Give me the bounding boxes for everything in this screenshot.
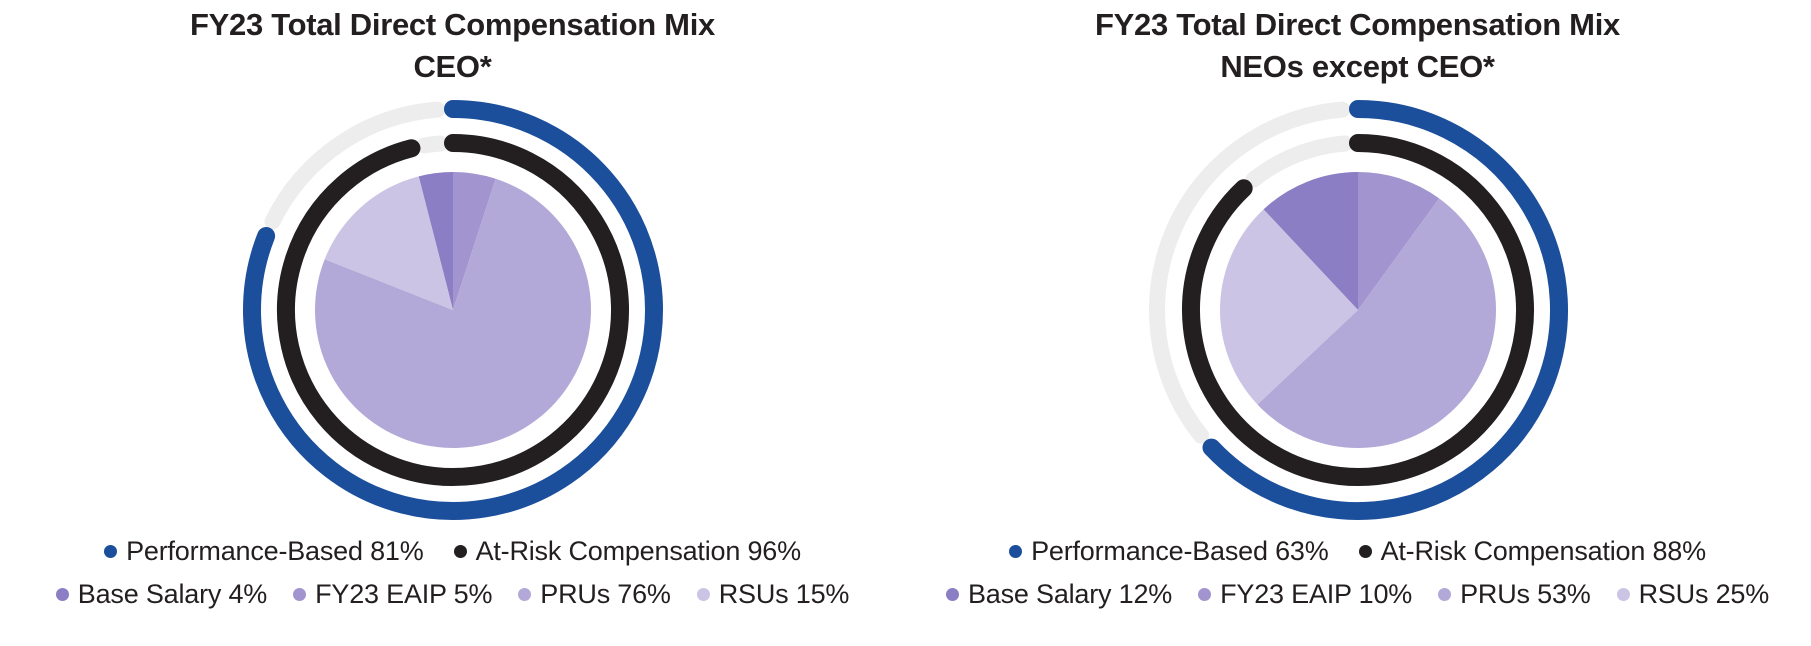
legend-item-performance-based: Performance-Based 63% [1009,534,1329,568]
ring-track-performance-based [1148,101,1350,444]
prus-label: PRUs 76% [540,579,671,609]
prus-dot [1438,587,1452,601]
neo-chart-panel: FY23 Total Direct Compensation Mix NEOs … [905,0,1810,646]
legend-item-at-risk: At-Risk Compensation 88% [1358,534,1707,568]
legend-item-rsus: RSUs 15% [696,577,850,611]
pie-slice-base-salary [418,172,453,310]
neo-donut-chart [1148,100,1568,520]
ceo-donut-chart [242,100,663,520]
performance-based-label: Performance-Based 81% [126,536,424,566]
ceo-chart-title-line2: CEO* [413,49,492,84]
fy23-eaip-label: FY23 EAIP 5% [315,579,493,609]
ring-arc-performance-based [242,100,663,520]
pie-slice-base-salary [1263,172,1358,310]
legend-item-rsus: RSUs 25% [1616,577,1770,611]
base-salary-label: Base Salary 12% [967,579,1173,609]
performance-based-dot [1009,544,1023,558]
neo-chart-title-line1: FY23 Total Direct Compensation Mix [1095,7,1620,42]
ring-track-at-risk-compensation [415,135,448,154]
legend-item-fy23-eaip: FY23 EAIP 10% [1198,577,1412,611]
ceo-chart-panel: FY23 Total Direct Compensation Mix CEO* … [0,0,905,646]
legend-item-at-risk: At-Risk Compensation 96% [453,534,802,568]
pie-slice-rsus [1219,209,1358,405]
neo-chart-title: FY23 Total Direct Compensation Mix NEOs … [1095,4,1620,88]
ring-arc-at-risk-compensation [276,134,629,486]
pie-slice-prus [314,178,591,448]
ring-arc-at-risk-compensation [1181,134,1534,486]
base-salary-label: Base Salary 4% [77,579,268,609]
at-risk-dot [453,544,467,558]
legend-item-prus: PRUs 76% [518,577,671,611]
base-salary-dot [945,587,959,601]
pie-slice-rsus [324,176,453,310]
ceo-slice-legend: Base Salary 4% FY23 EAIP 5% PRUs 76% RSU… [55,577,850,611]
neo-ring-legend: Performance-Based 63% At-Risk Compensati… [1009,534,1706,568]
pie-slice-fy23-eaip [1357,172,1439,310]
at-risk-label: At-Risk Compensation 96% [475,536,802,566]
legend-item-base-salary: Base Salary 12% [945,577,1173,611]
neo-donut-wrap [1146,98,1570,522]
at-risk-label: At-Risk Compensation 88% [1380,536,1707,566]
performance-based-dot [104,544,118,558]
pie-slice-fy23-eaip [452,172,496,310]
legend-item-performance-based: Performance-Based 81% [104,534,424,568]
rsus-dot [1616,587,1630,601]
fy23-eaip-dot [293,587,307,601]
prus-label: PRUs 53% [1460,579,1591,609]
ring-track-performance-based [264,101,445,230]
performance-based-label: Performance-Based 63% [1031,536,1329,566]
legend-item-fy23-eaip: FY23 EAIP 5% [293,577,492,611]
rsus-dot [696,587,710,601]
prus-dot [518,587,532,601]
neo-chart-title-line2: NEOs except CEO* [1220,49,1495,84]
ceo-chart-title-line1: FY23 Total Direct Compensation Mix [190,7,715,42]
legend-item-prus: PRUs 53% [1438,577,1591,611]
legend-item-base-salary: Base Salary 4% [55,577,268,611]
base-salary-dot [55,587,69,601]
neo-slice-legend: Base Salary 12% FY23 EAIP 10% PRUs 53% R… [945,577,1770,611]
ring-track-at-risk-compensation [1245,135,1353,188]
rsus-label: RSUs 25% [1638,579,1770,609]
ceo-donut-wrap [241,98,665,522]
pie-slice-prus [1256,198,1496,449]
fy23-eaip-dot [1198,587,1212,601]
ceo-ring-legend: Performance-Based 81% At-Risk Compensati… [104,534,801,568]
ceo-chart-title: FY23 Total Direct Compensation Mix CEO* [190,4,715,88]
fy23-eaip-label: FY23 EAIP 10% [1220,579,1413,609]
rsus-label: RSUs 15% [718,579,850,609]
at-risk-dot [1358,544,1372,558]
ring-arc-performance-based [1201,100,1568,520]
